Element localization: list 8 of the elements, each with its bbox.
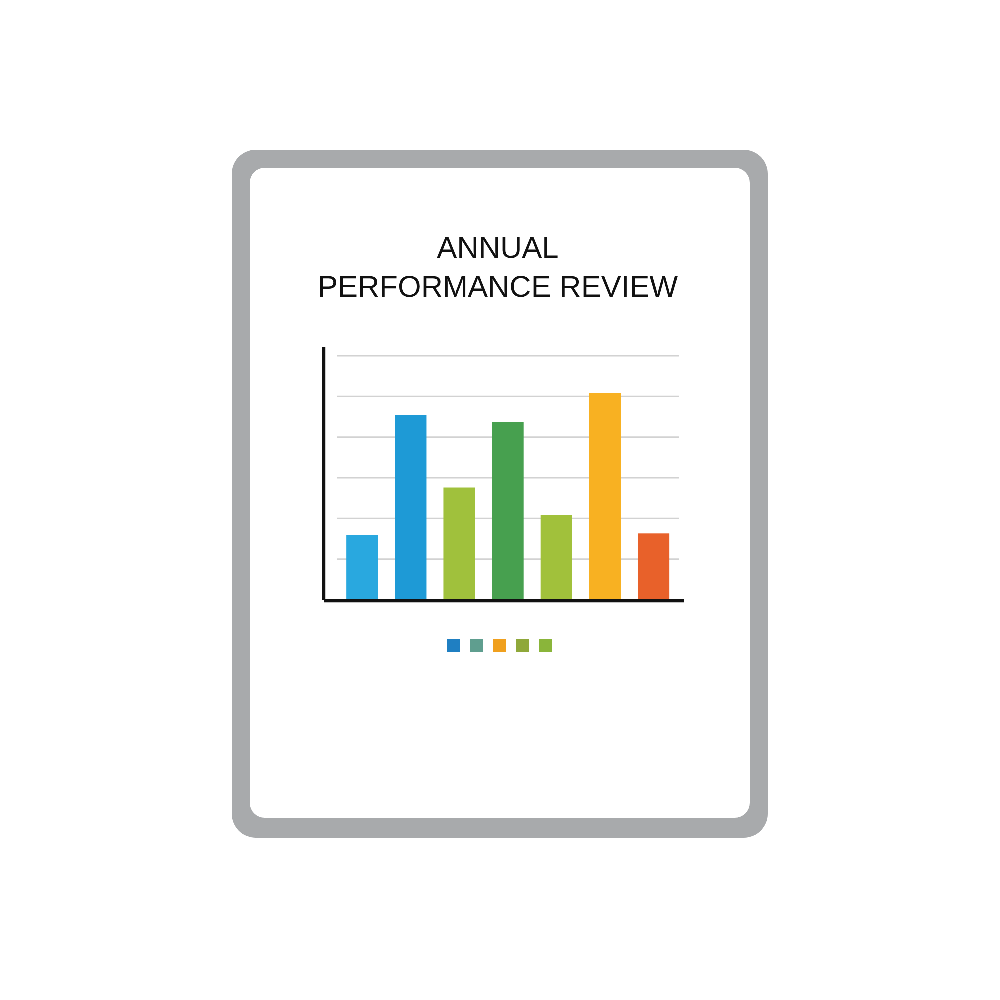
bar (540, 515, 572, 600)
chart-title: ANNUAL PERFORMANCE REVIEW (318, 232, 679, 304)
bar (444, 488, 476, 600)
bar (395, 415, 427, 600)
bar (638, 534, 670, 600)
bar (492, 422, 524, 600)
bar (589, 393, 621, 600)
bar (346, 535, 378, 600)
